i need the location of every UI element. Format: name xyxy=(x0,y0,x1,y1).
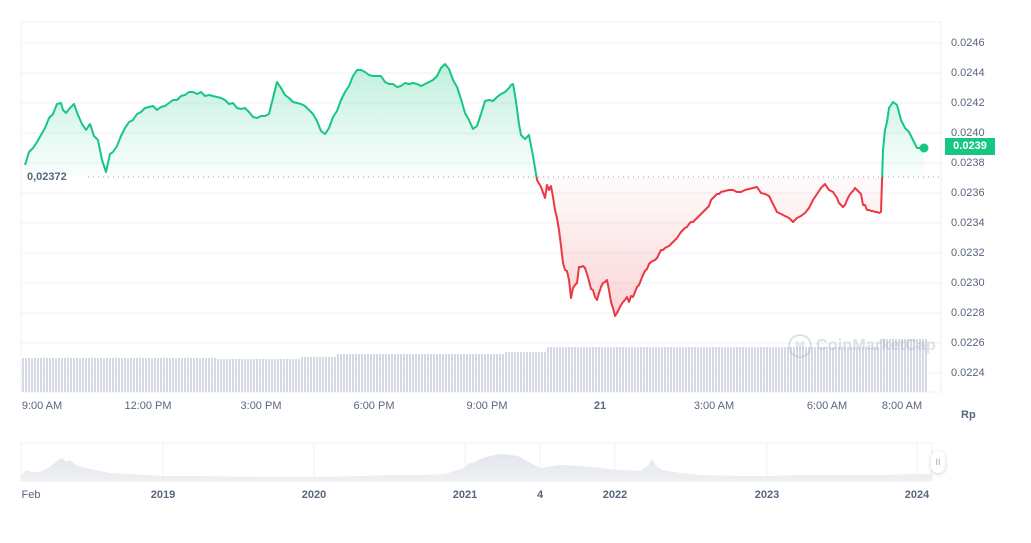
navigator-tick-label: 2021 xyxy=(452,489,478,501)
navigator-tick-label: 2022 xyxy=(602,489,628,501)
x-tick-label: 9:00 AM xyxy=(21,400,63,412)
y-tick-label: 0.0230 xyxy=(951,277,985,289)
x-tick-label: 9:00 PM xyxy=(466,400,508,412)
x-tick-label: 3:00 AM xyxy=(693,400,735,412)
y-tick-label: 0.0224 xyxy=(951,367,985,379)
navigator-tick-label: 4 xyxy=(536,489,544,501)
y-tick-label: 0.0238 xyxy=(951,157,985,169)
x-tick-label: 3:00 PM xyxy=(240,400,282,412)
grip-icon: II xyxy=(935,457,941,467)
y-tick-label: 0.0226 xyxy=(951,337,985,349)
navigator-tick-label: 2023 xyxy=(754,489,780,501)
x-tick-label: 21 xyxy=(593,400,607,412)
navigator-tick-label: 2019 xyxy=(150,489,176,501)
logo-icon: M xyxy=(788,334,812,358)
current-price-dot xyxy=(919,143,929,153)
navigator-tick-label: 2024 xyxy=(904,489,930,501)
navigator-tick-label: 2020 xyxy=(301,489,327,501)
navigator-tick-label: Feb xyxy=(21,489,41,501)
volume-bars xyxy=(22,339,927,392)
navigator-drag-handle[interactable]: II xyxy=(931,451,945,473)
y-tick-label: 0.0242 xyxy=(951,97,985,109)
x-tick-label: 6:00 PM xyxy=(353,400,395,412)
current-price-badge: 0.0239 xyxy=(945,138,995,155)
x-tick-label: 8:00 AM xyxy=(881,400,923,412)
y-tick-label: 0.0232 xyxy=(951,247,985,259)
y-tick-label: 0.0234 xyxy=(951,217,985,229)
price-line-down xyxy=(535,177,884,317)
price-line-up xyxy=(24,63,924,177)
x-tick-label: 12:00 PM xyxy=(124,400,172,412)
coinmarketcap-watermark: M CoinMarketCap xyxy=(788,334,936,358)
y-tick-label: 0.0240 xyxy=(951,127,985,139)
y-tick-label: 0.0244 xyxy=(951,67,985,79)
watermark-text: CoinMarketCap xyxy=(816,337,936,355)
reference-price-label: 0,02372 xyxy=(27,171,67,183)
y-tick-label: 0.0246 xyxy=(951,37,985,49)
x-tick-label: 6:00 AM xyxy=(806,400,848,412)
y-tick-label: 0.0228 xyxy=(951,307,985,319)
currency-unit-label: Rp xyxy=(961,409,976,421)
navigator-area xyxy=(21,454,932,481)
y-tick-label: 0.0236 xyxy=(951,187,985,199)
